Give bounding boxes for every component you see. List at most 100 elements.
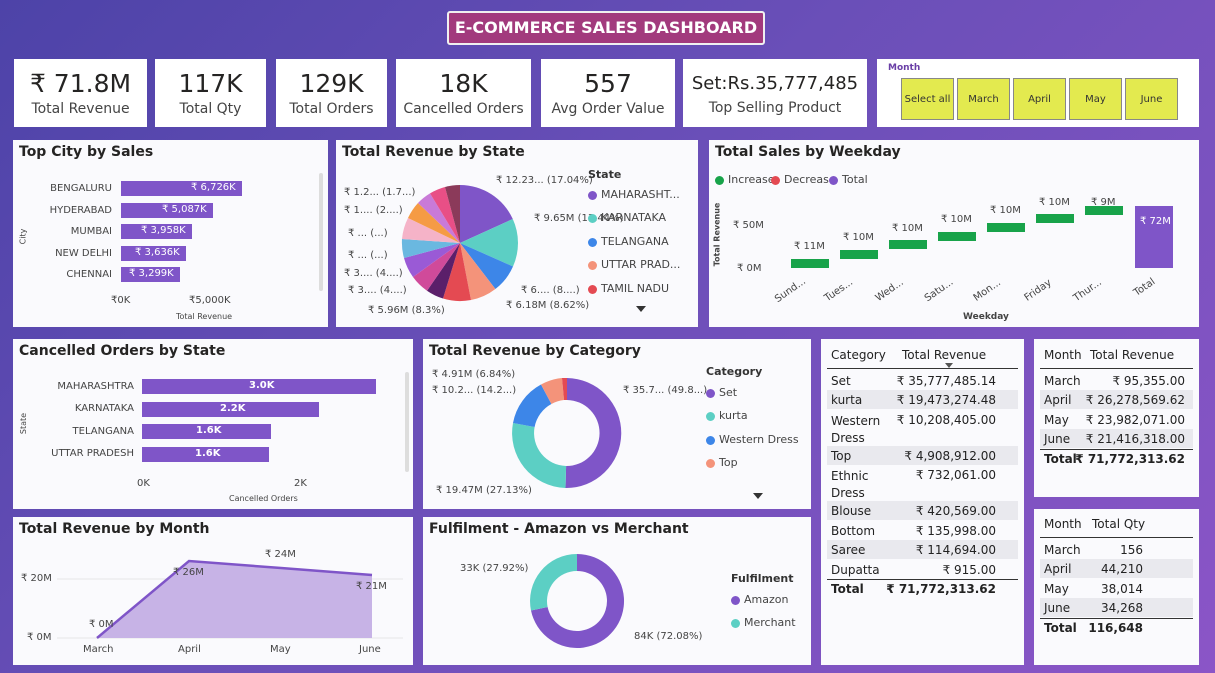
legend-text: KARNATAKA xyxy=(601,211,667,224)
donut-data-label: 33K (27.92%) xyxy=(460,563,529,574)
pie-slice xyxy=(408,203,460,243)
legend-item[interactable]: Western Dress xyxy=(706,433,799,446)
waterfall-bar[interactable] xyxy=(840,250,878,259)
fulfilment-donut-svg[interactable] xyxy=(527,551,627,651)
legend-dot xyxy=(588,213,597,223)
waterfall-bar[interactable] xyxy=(987,223,1025,232)
table-cell: ₹ 915.00 xyxy=(942,563,996,577)
waterfall-bar[interactable] xyxy=(1036,214,1074,223)
bar-value-label: ₹ 10M xyxy=(990,205,1021,216)
column-header[interactable]: Month xyxy=(1044,348,1082,362)
column-header[interactable]: Month xyxy=(1044,517,1082,531)
fulfilment-donut-chart[interactable]: Fulfilment - Amazon vs Merchant 33K (27.… xyxy=(423,517,811,665)
area-chart-svg[interactable] xyxy=(13,517,413,665)
kpi-total-orders[interactable]: 129K Total Orders xyxy=(276,59,387,127)
category-donut-chart[interactable]: Total Revenue by Category ₹ 4.91M (6.84%… xyxy=(423,339,811,509)
cancel-bar[interactable] xyxy=(142,424,271,439)
column-header[interactable]: Category xyxy=(831,348,886,362)
table-cell: ₹ 420,569.00 xyxy=(915,504,996,518)
city-bar[interactable] xyxy=(121,181,242,196)
city-bar[interactable] xyxy=(121,224,192,239)
kpi-total-qty[interactable]: 117K Total Qty xyxy=(155,59,266,127)
category-revenue-table[interactable]: Category Total Revenue Set ₹ 35,777,485.… xyxy=(821,339,1024,665)
legend-scroll-down-icon[interactable] xyxy=(636,306,646,312)
legend-item[interactable]: KARNATAKA xyxy=(588,211,666,224)
state-pie-svg[interactable] xyxy=(396,180,526,310)
legend-item[interactable]: Merchant xyxy=(731,616,796,629)
slicer-option-april[interactable]: April xyxy=(1013,78,1066,120)
cancel-bar[interactable] xyxy=(142,447,269,462)
legend-dot xyxy=(706,435,715,445)
donut-slice-merchant xyxy=(530,554,577,611)
slicer-option-june[interactable]: June xyxy=(1125,78,1178,120)
legend-text: TAMIL NADU xyxy=(601,282,670,295)
legend-item[interactable]: Set xyxy=(706,386,737,399)
kpi-avg-order-value[interactable]: 557 Avg Order Value xyxy=(541,59,675,127)
cancelled-orders-chart[interactable]: Cancelled Orders by State State MAHARASH… xyxy=(13,339,413,509)
column-header[interactable]: Total Revenue xyxy=(902,348,987,362)
legend-item[interactable]: Amazon xyxy=(731,593,788,606)
cancel-bar[interactable] xyxy=(142,379,376,394)
bar-value-label: ₹ 9M xyxy=(1091,197,1116,208)
table-cell: ₹ 26,278,569.62 xyxy=(1085,393,1185,407)
pie-slice-tamil-nadu xyxy=(443,243,471,302)
legend-text: UTTAR PRAD... xyxy=(601,258,681,271)
legend-dot xyxy=(771,175,780,185)
kpi-top-selling-product[interactable]: Set:Rs.35,777,485 Top Selling Product xyxy=(683,59,867,127)
column-header[interactable]: Total Qty xyxy=(1092,517,1146,531)
chart-title: Total Revenue by State xyxy=(342,144,525,160)
legend-dot xyxy=(588,260,597,270)
kpi-cancelled-orders[interactable]: 18K Cancelled Orders xyxy=(396,59,531,127)
legend-item[interactable]: TAMIL NADU xyxy=(588,282,669,295)
legend-text: TELANGANA xyxy=(601,235,669,248)
legend-item[interactable]: MAHARASHT... xyxy=(588,188,680,201)
legend-item[interactable]: UTTAR PRAD... xyxy=(588,258,680,271)
legend-text: kurta xyxy=(719,409,748,422)
city-bar[interactable] xyxy=(121,246,186,261)
scrollbar[interactable] xyxy=(319,173,323,291)
state-revenue-pie[interactable]: Total Revenue by State ₹ 12.23... (17.04… xyxy=(336,140,698,327)
chart-title: Total Revenue by Category xyxy=(429,343,641,359)
donut-data-label: ₹ 10.2... (14.2...) xyxy=(432,385,517,396)
waterfall-bar[interactable] xyxy=(1085,206,1123,215)
pie-slice xyxy=(418,193,460,243)
legend-item[interactable]: Decrease xyxy=(771,173,836,186)
table-cell: ₹ 10,208,405.00 xyxy=(896,413,996,427)
donut-slice-amazon xyxy=(531,554,625,648)
scrollbar[interactable] xyxy=(405,372,409,472)
legend-item[interactable]: Top xyxy=(706,456,738,469)
month-qty-table[interactable]: Month Total Qty March 156 April 44,210 M… xyxy=(1034,509,1199,665)
legend-item[interactable]: Total xyxy=(829,173,868,186)
sort-down-icon[interactable] xyxy=(945,363,953,368)
waterfall-bar[interactable] xyxy=(889,240,927,249)
pie-slice xyxy=(402,218,460,243)
cancel-bar[interactable] xyxy=(142,402,319,417)
weekday-waterfall-chart[interactable]: Total Sales by Weekday Increase Decrease… xyxy=(709,140,1199,327)
legend-scroll-down-icon[interactable] xyxy=(753,493,763,499)
column-header[interactable]: Total Revenue xyxy=(1090,348,1175,362)
slicer-option-march[interactable]: March xyxy=(957,78,1010,120)
city-label: NEW DELHI xyxy=(55,248,112,259)
table-cell: June xyxy=(1044,432,1071,446)
data-label: ₹ 26M xyxy=(173,567,204,578)
x-tick: Tues... xyxy=(822,276,856,305)
state-label: KARNATAKA xyxy=(74,403,134,414)
waterfall-total-bar[interactable] xyxy=(1135,206,1173,268)
city-sales-chart[interactable]: Top City by Sales City BENGALURU HYDERAB… xyxy=(13,140,328,327)
legend-item[interactable]: kurta xyxy=(706,409,748,422)
waterfall-bar[interactable] xyxy=(791,259,829,268)
kpi-value: 18K xyxy=(439,69,488,98)
kpi-total-revenue[interactable]: ₹ 71.8M Total Revenue xyxy=(14,59,147,127)
bar-value-label: ₹ 72M xyxy=(1140,216,1171,227)
table-cell: 38,014 xyxy=(1101,582,1143,596)
category-donut-svg[interactable] xyxy=(507,373,627,493)
slicer-option-may[interactable]: May xyxy=(1069,78,1122,120)
month-revenue-area-chart[interactable]: Total Revenue by Month ₹ 20M ₹ 0M ₹ 0M ₹… xyxy=(13,517,413,665)
legend-item[interactable]: Increase xyxy=(715,173,775,186)
month-revenue-table[interactable]: Month Total Revenue March ₹ 95,355.00 Ap… xyxy=(1034,339,1199,497)
city-bar[interactable] xyxy=(121,203,213,218)
legend-item[interactable]: TELANGANA xyxy=(588,235,669,248)
waterfall-bar[interactable] xyxy=(938,232,976,241)
slicer-option-select-all[interactable]: Select all xyxy=(901,78,954,120)
city-bar[interactable] xyxy=(121,267,180,282)
